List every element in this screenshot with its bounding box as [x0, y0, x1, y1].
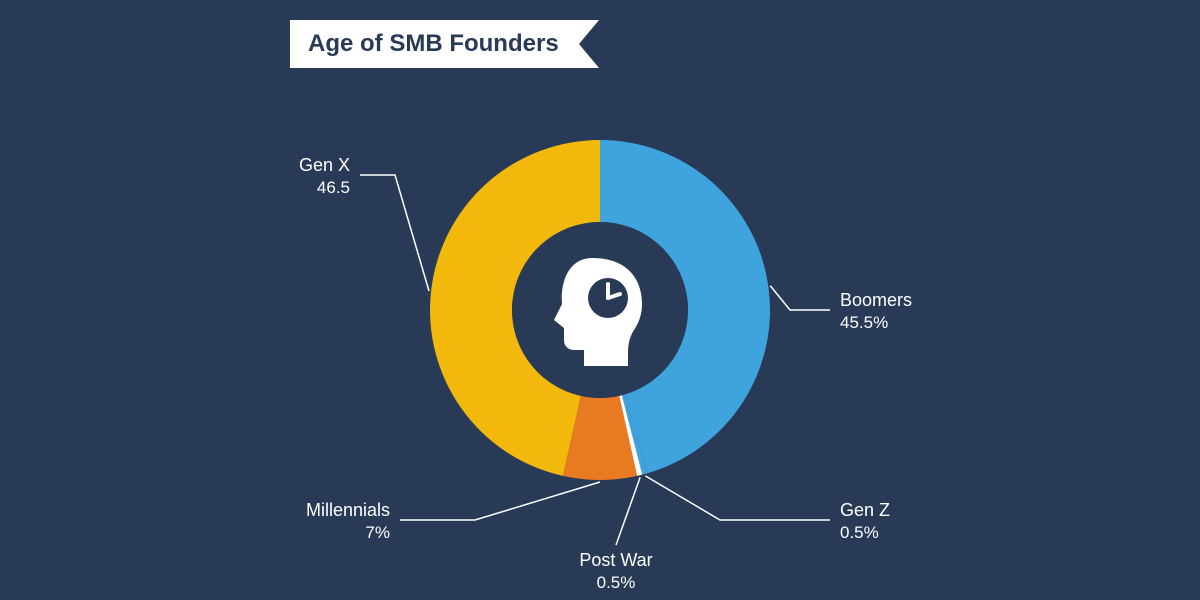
value-gen-z: 0.5% — [840, 523, 879, 542]
leader-millennials — [400, 482, 600, 520]
value-boomers: 45.5% — [840, 313, 888, 332]
value-millennials: 7% — [365, 523, 390, 542]
leader-gen-z — [645, 476, 830, 520]
value-post-war: 0.5% — [597, 573, 636, 592]
label-gen-z: Gen Z — [840, 500, 890, 520]
label-gen-x: Gen X — [299, 155, 350, 175]
label-boomers: Boomers — [840, 290, 912, 310]
value-gen-x: 46.5 — [317, 178, 350, 197]
label-millennials: Millennials — [306, 500, 390, 520]
leader-gen-x — [360, 175, 429, 291]
leader-post-war — [616, 477, 640, 545]
donut-chart: Boomers 45.5% Gen Z 0.5% Post War 0.5% Millenn… — [0, 0, 1200, 600]
leader-boomers — [770, 286, 830, 310]
label-post-war: Post War — [579, 550, 652, 570]
